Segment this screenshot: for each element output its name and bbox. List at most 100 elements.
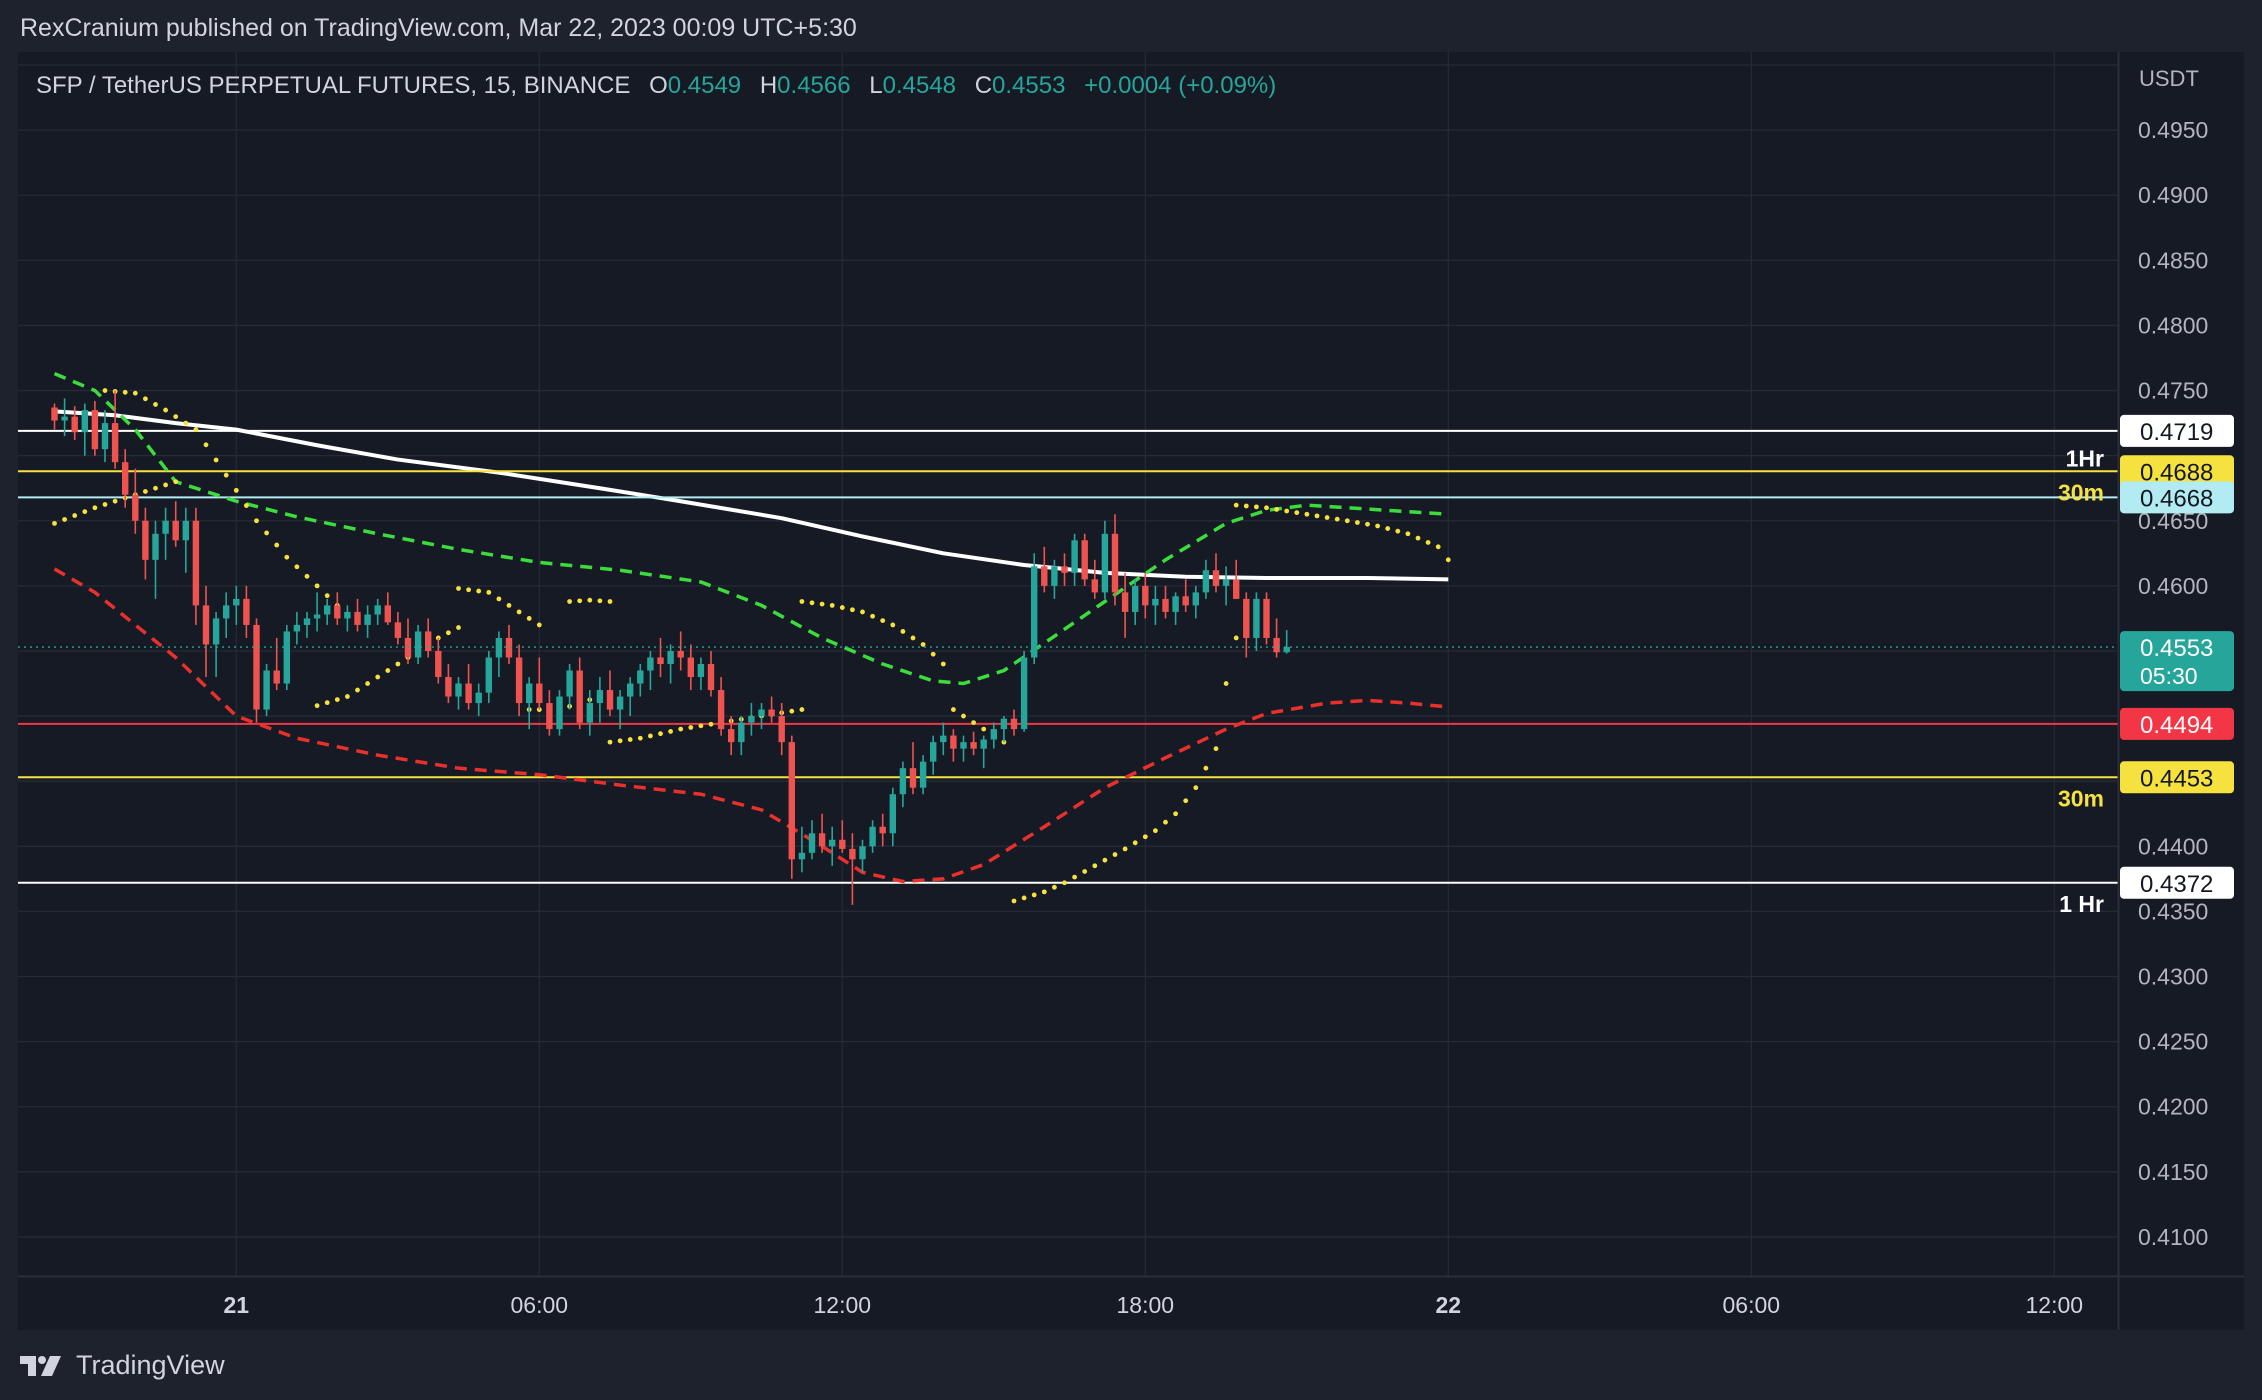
candle[interactable] <box>425 618 432 658</box>
candle[interactable] <box>374 598 381 625</box>
candle[interactable] <box>1051 559 1058 599</box>
candle[interactable] <box>1263 592 1270 645</box>
candle[interactable] <box>182 507 189 573</box>
candle[interactable] <box>212 611 220 678</box>
candle[interactable] <box>657 637 664 678</box>
candle[interactable] <box>950 729 957 762</box>
price-chart[interactable]: 0.49500.49000.48500.48000.47500.46500.46… <box>18 52 2244 1330</box>
candle[interactable] <box>344 605 351 632</box>
candle[interactable] <box>465 664 472 710</box>
candle[interactable] <box>647 650 654 691</box>
candle[interactable] <box>122 449 129 508</box>
candle[interactable] <box>51 403 58 430</box>
candle[interactable] <box>1101 520 1109 599</box>
candle[interactable] <box>1091 559 1098 599</box>
candle[interactable] <box>1273 618 1280 658</box>
candle[interactable] <box>243 585 250 638</box>
candle[interactable] <box>455 677 462 710</box>
candle[interactable] <box>61 398 68 437</box>
candle[interactable] <box>303 611 311 638</box>
candle[interactable] <box>142 507 149 580</box>
candle[interactable] <box>798 826 806 873</box>
candle[interactable] <box>566 664 573 710</box>
candle[interactable] <box>1192 585 1199 619</box>
candle[interactable] <box>435 637 442 684</box>
candle[interactable] <box>637 664 644 697</box>
candle[interactable] <box>1010 709 1018 736</box>
candle[interactable] <box>364 605 371 638</box>
candle[interactable] <box>445 664 452 704</box>
candle[interactable] <box>1020 650 1028 732</box>
candle[interactable] <box>899 761 907 808</box>
candle[interactable] <box>707 650 715 697</box>
candle[interactable] <box>1061 553 1068 586</box>
candle[interactable] <box>576 657 583 730</box>
candle[interactable] <box>990 722 997 749</box>
candle[interactable] <box>1111 514 1119 606</box>
candle[interactable] <box>909 742 917 795</box>
candle[interactable] <box>1182 579 1189 612</box>
candle[interactable] <box>778 703 785 756</box>
candle[interactable] <box>829 826 836 866</box>
level-price-tag[interactable]: 0.4668 30m <box>2058 479 2234 514</box>
candle[interactable] <box>930 735 937 775</box>
candle[interactable] <box>233 585 240 625</box>
candle[interactable] <box>1132 579 1139 625</box>
candle[interactable] <box>101 410 109 463</box>
candle[interactable] <box>960 735 967 762</box>
candle[interactable] <box>627 677 634 717</box>
candle[interactable] <box>324 598 331 625</box>
candle[interactable] <box>172 501 179 547</box>
candle[interactable] <box>91 400 99 456</box>
candle[interactable] <box>728 716 735 756</box>
candle[interactable] <box>495 631 503 678</box>
candle[interactable] <box>263 664 270 717</box>
candle[interactable] <box>1071 533 1078 586</box>
candle[interactable] <box>1121 572 1129 638</box>
candle[interactable] <box>1162 585 1169 619</box>
candle[interactable] <box>536 657 543 710</box>
candle[interactable] <box>849 833 856 905</box>
candle[interactable] <box>818 813 826 853</box>
candle[interactable] <box>334 592 341 625</box>
candle[interactable] <box>132 468 139 534</box>
candle[interactable] <box>515 644 523 717</box>
level-price-tag[interactable]: 0.4372 1 Hr <box>2059 866 2234 917</box>
candle[interactable] <box>768 696 775 723</box>
candle[interactable] <box>1081 533 1088 586</box>
candle[interactable] <box>687 644 694 691</box>
candle[interactable] <box>586 690 593 736</box>
candle[interactable] <box>546 690 553 736</box>
candle[interactable] <box>869 820 876 853</box>
candle[interactable] <box>152 520 159 599</box>
candle[interactable] <box>71 406 78 441</box>
currency-label[interactable]: USDT <box>2139 66 2199 91</box>
candle[interactable] <box>384 592 391 625</box>
level-price-tag[interactable]: 0.4719 <box>2120 414 2234 447</box>
candle[interactable] <box>748 703 755 736</box>
candle[interactable] <box>313 592 321 632</box>
candle[interactable] <box>879 813 886 847</box>
candle[interactable] <box>202 585 210 678</box>
candle[interactable] <box>788 735 795 879</box>
candle[interactable] <box>970 731 977 756</box>
candle[interactable] <box>354 598 361 632</box>
candle[interactable] <box>404 618 412 664</box>
level-price-tag[interactable]: 0.4494 <box>2120 707 2234 740</box>
candle[interactable] <box>223 592 230 638</box>
candle[interactable] <box>1233 559 1240 599</box>
candle[interactable] <box>606 670 614 717</box>
candle[interactable] <box>475 683 482 717</box>
candle[interactable] <box>859 839 866 873</box>
symbol-name[interactable]: SFP / TetherUS PERPETUAL FUTURES, 15, BI… <box>36 72 631 99</box>
candle[interactable] <box>1243 592 1250 658</box>
candle[interactable] <box>293 611 301 645</box>
candle[interactable] <box>1041 546 1048 593</box>
candle[interactable] <box>253 618 260 723</box>
candle[interactable] <box>677 631 684 671</box>
candle[interactable] <box>808 820 816 860</box>
candle[interactable] <box>596 677 604 723</box>
candle[interactable] <box>717 677 725 736</box>
candle[interactable] <box>1212 553 1220 593</box>
